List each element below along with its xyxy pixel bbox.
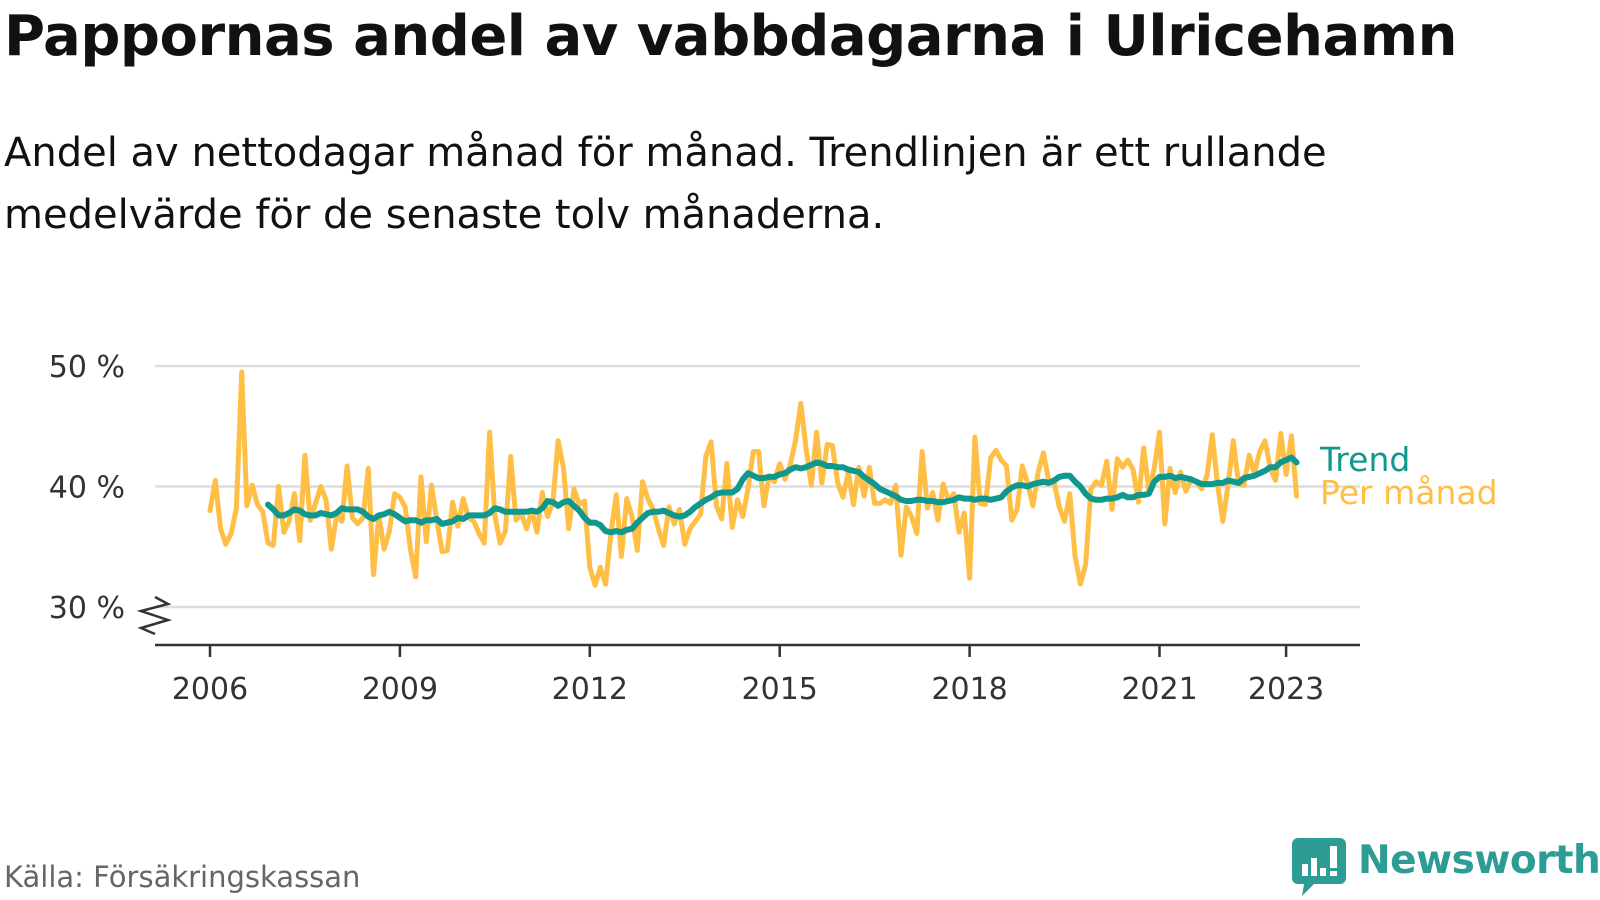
brand-logo[interactable]: Newsworthy [1292,838,1600,898]
y-tick-label: 50 % [49,350,125,385]
brand-name: Newsworthy [1358,838,1600,883]
bar-chart-logo-icon [1292,838,1346,896]
x-tick-label: 2009 [362,672,438,707]
y-tick-label: 30 % [49,591,125,626]
series-layer [207,369,1300,588]
x-tick-label: 2015 [742,672,818,707]
x-tick-label: 2021 [1121,672,1197,707]
x-tick-label: 2012 [552,672,628,707]
x-tick-label: 2006 [172,672,248,707]
x-tick-label: 2018 [931,672,1007,707]
grid-layer [155,364,1360,609]
chart-subtitle: Andel av nettodagar månad för månad. Tre… [4,130,1327,238]
y-tick-label: 40 % [49,471,125,506]
axis-break-icon [136,595,173,636]
series-label-trend: Trend [1319,440,1410,479]
series-line-trend [265,454,1300,536]
label-layer: 30 % 40 % 50 % 2006 2009 2012 2015 2018 2021 2023… [49,350,1498,707]
source-note: Källa: Försäkringskassan [4,860,361,894]
chart-title: Pappornas andel av vabbdagarna i Ulriceh… [4,4,1457,69]
x-tick-label: 2023 [1248,672,1324,707]
series-label-per-manad: Per månad [1320,473,1498,512]
line-chart: 30 % 40 % 50 % 2006 2009 2012 2015 2018 2021 2023… [49,350,1498,707]
axis-layer [136,595,1360,657]
series-line-per-manad [207,369,1300,588]
